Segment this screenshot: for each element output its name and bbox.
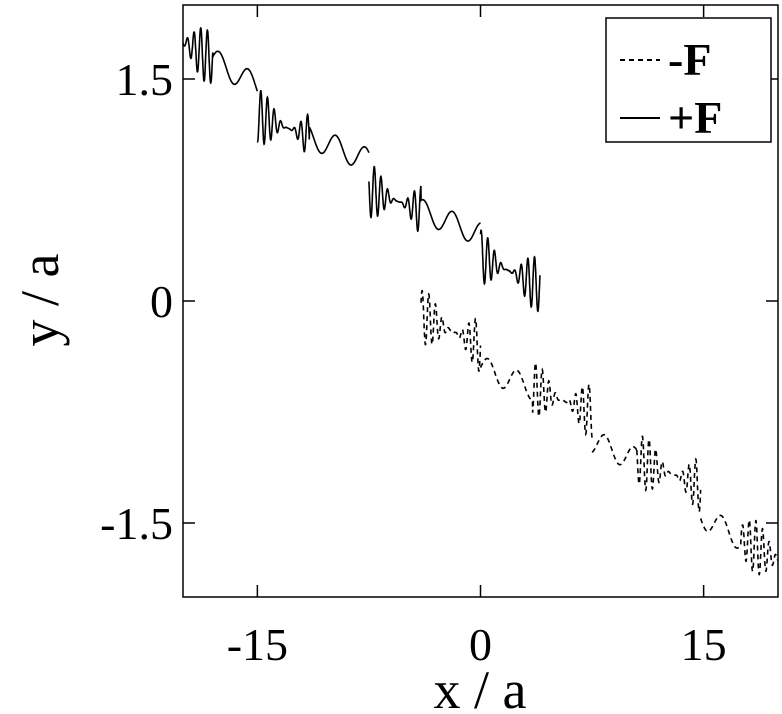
legend-label-minus-f: -F <box>668 34 711 85</box>
legend-label-plus-f: +F <box>668 92 722 143</box>
y-axis-title: y / a <box>10 253 70 346</box>
x-axis-title: x / a <box>434 660 527 714</box>
series-line-minus-f <box>591 433 702 513</box>
x-tick-label: 0 <box>469 619 492 670</box>
series-line-plus-f <box>256 90 370 166</box>
series-line-minus-f <box>699 514 779 576</box>
y-tick-label: 0 <box>150 276 173 327</box>
series-layer <box>182 26 779 576</box>
legend-box <box>605 17 772 143</box>
series-plus-f <box>182 26 541 313</box>
series-line-plus-f <box>479 229 541 313</box>
series-line-plus-f <box>368 165 481 242</box>
axis-ticks <box>183 5 778 597</box>
x-tick-label: 15 <box>681 619 727 670</box>
series-line-minus-f <box>420 289 482 373</box>
legend: -F +F <box>605 17 772 143</box>
series-line-minus-f <box>479 357 593 438</box>
axis-tick-labels: -15 0 15 -1.5 0 1.5 <box>100 54 726 670</box>
y-tick-label: 1.5 <box>116 54 174 105</box>
series-line-plus-f <box>182 26 259 92</box>
x-tick-label: -15 <box>227 619 288 670</box>
series-minus-f <box>420 289 779 576</box>
y-tick-label: -1.5 <box>100 498 173 549</box>
